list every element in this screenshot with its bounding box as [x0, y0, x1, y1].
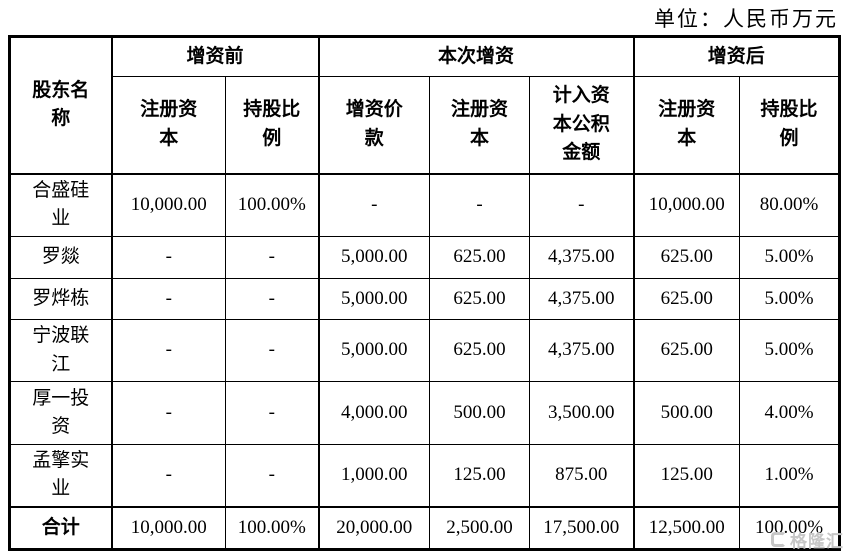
header-registered-capital-after: 注册资 本	[632, 76, 741, 175]
cell-value: 625.00	[632, 278, 741, 320]
header-group-before-increase: 增资前	[110, 36, 320, 77]
cell-total-value: 12,500.00	[632, 505, 741, 550]
cell-total-value: 100.00%	[224, 505, 320, 550]
header-shareholding-ratio-after: 持股比 例	[739, 76, 841, 175]
header-group-row: 股东名 称 增资前 本次增资 增资后	[9, 36, 841, 175]
unit-caption: 单位：人民币万元	[654, 7, 838, 31]
cell-value: 4,375.00	[529, 319, 635, 382]
cell-value: 5,000.00	[317, 319, 431, 382]
cell-value: 4,000.00	[317, 381, 431, 445]
cell-value: 10,000.00	[632, 173, 741, 237]
cell-value: 625.00	[632, 236, 741, 279]
cell-total-value: 20,000.00	[317, 505, 431, 550]
cell-value: 4.00%	[739, 381, 841, 445]
cell-value: -	[429, 173, 531, 237]
table-row-houyitouzi: 厚一投 资 - - 4,000.00 500.00 3,500.00 500.0…	[9, 381, 841, 445]
cell-value: 625.00	[429, 278, 531, 320]
header-shareholder-name: 股东名 称	[9, 36, 112, 175]
cell-value: 1.00%	[739, 444, 841, 507]
cell-value: 5,000.00	[317, 236, 431, 279]
cell-value: -	[110, 444, 226, 507]
cell-value: -	[110, 381, 226, 445]
header-group-after-increase: 增资后	[632, 36, 841, 77]
cell-total-label: 合计	[9, 505, 112, 550]
cell-value: 5.00%	[739, 319, 841, 382]
cell-shareholder-name: 宁波联 江	[9, 319, 112, 382]
cell-value: 5.00%	[739, 278, 841, 320]
cell-value: -	[224, 278, 320, 320]
cell-value: -	[110, 319, 226, 382]
cell-value: 500.00	[632, 381, 741, 445]
cell-value: -	[110, 236, 226, 279]
table-row-total: 合计 10,000.00 100.00% 20,000.00 2,500.00 …	[9, 505, 841, 550]
header-group-this-increase: 本次增资	[317, 36, 635, 77]
header-sub-row: 注册资 本 持股比 例 增资价 款 注册资 本 计入资 本公积 金额 注册资 本…	[10, 76, 841, 175]
cell-value: -	[110, 278, 226, 320]
cell-value: -	[224, 319, 320, 382]
table-row-mengqingshiye: 孟擎实 业 - - 1,000.00 125.00 875.00 125.00 …	[9, 444, 841, 507]
cell-value: -	[224, 236, 320, 279]
cell-value: 500.00	[429, 381, 531, 445]
table-row-luoyedong: 罗烨栋 - - 5,000.00 625.00 4,375.00 625.00 …	[9, 278, 841, 320]
table-row-ningbolianjiang: 宁波联 江 - - 5,000.00 625.00 4,375.00 625.0…	[9, 319, 841, 382]
gelonghui-watermark-text: 格隆汇	[790, 532, 844, 551]
cell-value: 3,500.00	[529, 381, 635, 445]
capital-increase-table: 股东名 称 增资前 本次增资 增资后 注册资 本 持股比 例 增资价 款 注册资…	[8, 35, 842, 551]
table-row-heshengguiye: 合盛硅 业 10,000.00 100.00% - - - 10,000.00 …	[9, 173, 841, 237]
cell-value: -	[224, 381, 320, 445]
cell-value: 125.00	[429, 444, 531, 507]
header-shareholding-ratio-before: 持股比 例	[224, 76, 320, 175]
cell-total-value: 2,500.00	[429, 505, 531, 550]
cell-value: -	[224, 444, 320, 507]
cell-shareholder-name: 罗烨栋	[9, 278, 112, 320]
cell-value: 625.00	[632, 319, 741, 382]
cell-value: 125.00	[632, 444, 741, 507]
cell-shareholder-name: 厚一投 资	[9, 381, 112, 445]
cell-value: 100.00%	[224, 173, 320, 237]
cell-value: 625.00	[429, 236, 531, 279]
cell-total-value: 17,500.00	[529, 505, 635, 550]
cell-value: 4,375.00	[529, 278, 635, 320]
gelonghui-watermark: 格隆汇	[771, 527, 844, 552]
cell-shareholder-name: 罗燚	[9, 236, 112, 279]
cell-value: 80.00%	[739, 173, 841, 237]
cell-value: 5.00%	[739, 236, 841, 279]
cell-value: 875.00	[529, 444, 635, 507]
cell-value: 4,375.00	[529, 236, 635, 279]
table-row-luoyi: 罗燚 - - 5,000.00 625.00 4,375.00 625.00 5…	[9, 236, 841, 279]
cell-value: 625.00	[429, 319, 531, 382]
cell-value: -	[317, 173, 431, 237]
cell-shareholder-name: 合盛硅 业	[9, 173, 112, 237]
cell-value: 10,000.00	[110, 173, 226, 237]
header-capital-reserve-amount: 计入资 本公积 金额	[529, 76, 635, 175]
header-registered-capital-current: 注册资 本	[429, 76, 531, 175]
cell-shareholder-name: 孟擎实 业	[9, 444, 112, 507]
header-increase-price: 增资价 款	[317, 76, 431, 175]
gelonghui-logo-icon	[771, 532, 786, 547]
cell-value: 5,000.00	[317, 278, 431, 320]
cell-value: -	[529, 173, 635, 237]
header-registered-capital-before: 注册资 本	[110, 76, 226, 175]
cell-total-value: 10,000.00	[110, 505, 226, 550]
cell-value: 1,000.00	[317, 444, 431, 507]
